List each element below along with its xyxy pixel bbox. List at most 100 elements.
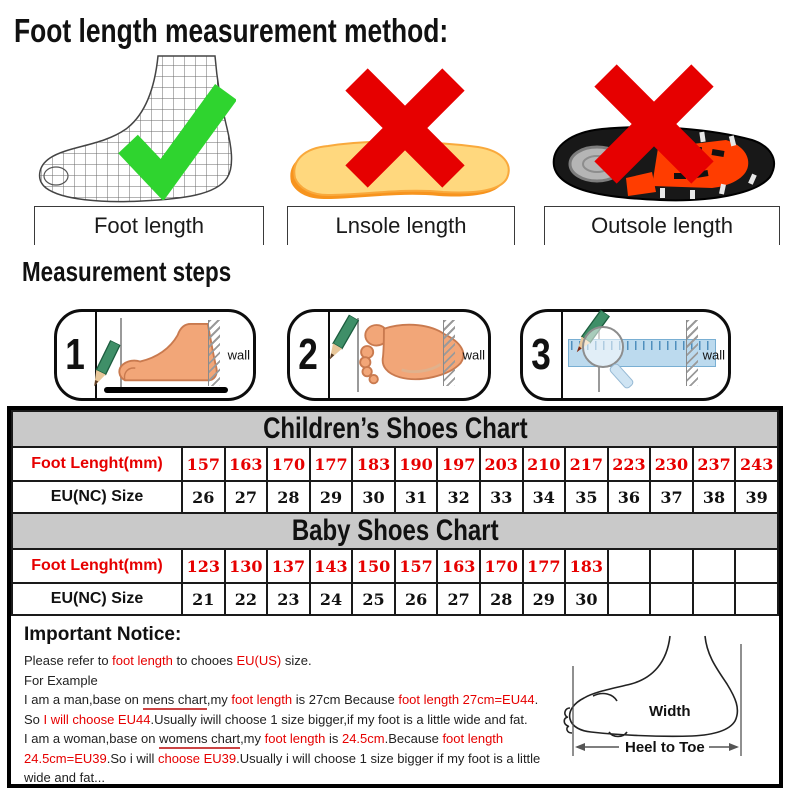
insole-length-label: Lnsole length [335,213,467,238]
insole-length-dimension: Lnsole length [287,206,515,245]
chart-cell [649,548,694,584]
step-2-number: 2 [298,330,318,379]
divider [328,312,330,398]
chart-cell [606,548,652,584]
chart-cell: 237 [691,446,737,482]
chart-cell: 170 [266,446,311,482]
chart-cell [649,582,694,616]
notice-line: For Example [24,672,98,688]
method-outsole-length: Outsole length [538,54,786,246]
chart-cell: 203 [478,446,524,482]
mark-line [357,318,359,392]
wall-label: wall [227,347,250,363]
wall-hatch [208,320,220,386]
green-check-icon [118,84,236,200]
step-1-box: 1 wall [54,309,256,401]
chart-cell [691,582,737,616]
ruler-ticks [571,341,713,350]
important-notice-section: Important Notice: Please refer to foot l… [11,616,779,785]
divider [561,312,563,398]
wall-label: wall [702,347,725,363]
chart-cell: 183 [564,548,609,584]
chart-cell: 29 [521,582,567,616]
chart-cell: 33 [478,480,524,514]
children-eu-size-row: EU(NC) Size 26 27 28 29 30 31 32 33 34 3… [11,480,779,514]
chart-cell [691,548,737,584]
chart-cell: 29 [308,480,354,514]
wall-hatch [686,320,698,386]
children-foot-length-label: Foot Lenght(mm) [11,446,183,482]
chart-cell [734,548,779,584]
chart-cell: 123 [181,548,226,584]
notice-title: Important Notice: [24,624,182,645]
pencil-icon [329,313,360,360]
children-chart-header-row: Children’s Shoes Chart [11,410,779,448]
chart-cell: 23 [266,582,311,616]
chart-cell: 27 [223,480,269,514]
children-eu-size-label: EU(NC) Size [11,480,183,514]
chart-cell: 37 [649,480,694,514]
baby-eu-size-label: EU(NC) Size [11,582,183,616]
chart-cell: 157 [393,548,439,584]
outsole-length-dimension: Outsole length [544,206,780,245]
notice-line: 24.5cm=EU39.So i will choose EU39.Usuall… [24,750,541,766]
chart-cell: 34 [521,480,567,514]
chart-cell: 32 [436,480,481,514]
wall-label: wall [462,347,485,363]
chart-cell: 38 [691,480,737,514]
chart-cell: 197 [436,446,481,482]
chart-cell: 26 [393,582,439,616]
chart-cell: 30 [564,582,609,616]
chart-cell: 183 [351,446,396,482]
chart-cell: 35 [564,480,609,514]
chart-cell: 177 [521,548,567,584]
foot-length-label: Foot length [93,213,205,238]
baby-foot-length-row: Foot Lenght(mm) 123 130 137 143 150 157 … [11,548,779,584]
chart-cell: 170 [478,548,524,584]
chart-cell: 31 [393,480,439,514]
outsole-length-label: Outsole length [591,213,733,238]
size-chart-board: Children’s Shoes Chart Foot Lenght(mm) 1… [7,406,783,788]
notice-line: I am a woman,base on womens chart,my foo… [24,729,779,749]
foot-measure-diagram: Width Heel to Toe [563,635,742,756]
chart-cell: 24 [308,582,354,616]
step-2-illustration: wall [329,312,488,398]
chart-cell [606,582,652,616]
width-label: Width [649,703,691,720]
chart-cell: 143 [308,548,354,584]
chart-cell: 217 [564,446,609,482]
chart-cell: 22 [223,582,269,616]
chart-cell: 36 [606,480,652,514]
baby-eu-size-row: EU(NC) Size 21 22 23 24 25 26 27 28 29 3… [11,582,779,616]
mark-line [120,318,122,392]
chart-cell: 157 [181,446,226,482]
step-3-number: 3 [531,330,551,379]
baby-chart-title: Baby Shoes Chart [11,512,779,550]
page-title: Foot length measurement method: [14,12,449,49]
shoes-size-table: Children’s Shoes Chart Foot Lenght(mm) 1… [11,410,779,616]
chart-cell: 163 [436,548,481,584]
chart-cell: 30 [351,480,396,514]
chart-cell: 190 [393,446,439,482]
children-foot-length-row: Foot Lenght(mm) 157 163 170 177 183 190 … [11,446,779,482]
children-chart-title: Children’s Shoes Chart [11,410,779,448]
step-3-illustration: wall [564,309,728,398]
chart-cell: 27 [436,582,481,616]
chart-cell: 25 [351,582,396,616]
chart-cell: 163 [223,446,269,482]
chart-cell: 28 [266,480,311,514]
baby-foot-length-label: Foot Lenght(mm) [11,548,183,584]
notice-line: wide and fat... [24,770,105,785]
chart-cell: 39 [734,480,779,514]
method-insole-length: Lnsole length [281,54,521,246]
red-x-icon [345,68,465,188]
chart-cell: 137 [266,548,311,584]
chart-cell: 177 [308,446,354,482]
notice-line: Please refer to foot length to chooes EU… [24,653,312,668]
chart-cell: 21 [181,582,226,616]
notice-line: So I will choose EU44.Usually iwill choo… [24,711,528,727]
heel-to-toe-label: Heel to Toe [625,739,705,756]
baseline-bar [104,387,228,393]
chart-cell: 230 [649,446,694,482]
wall-hatch [443,320,455,386]
